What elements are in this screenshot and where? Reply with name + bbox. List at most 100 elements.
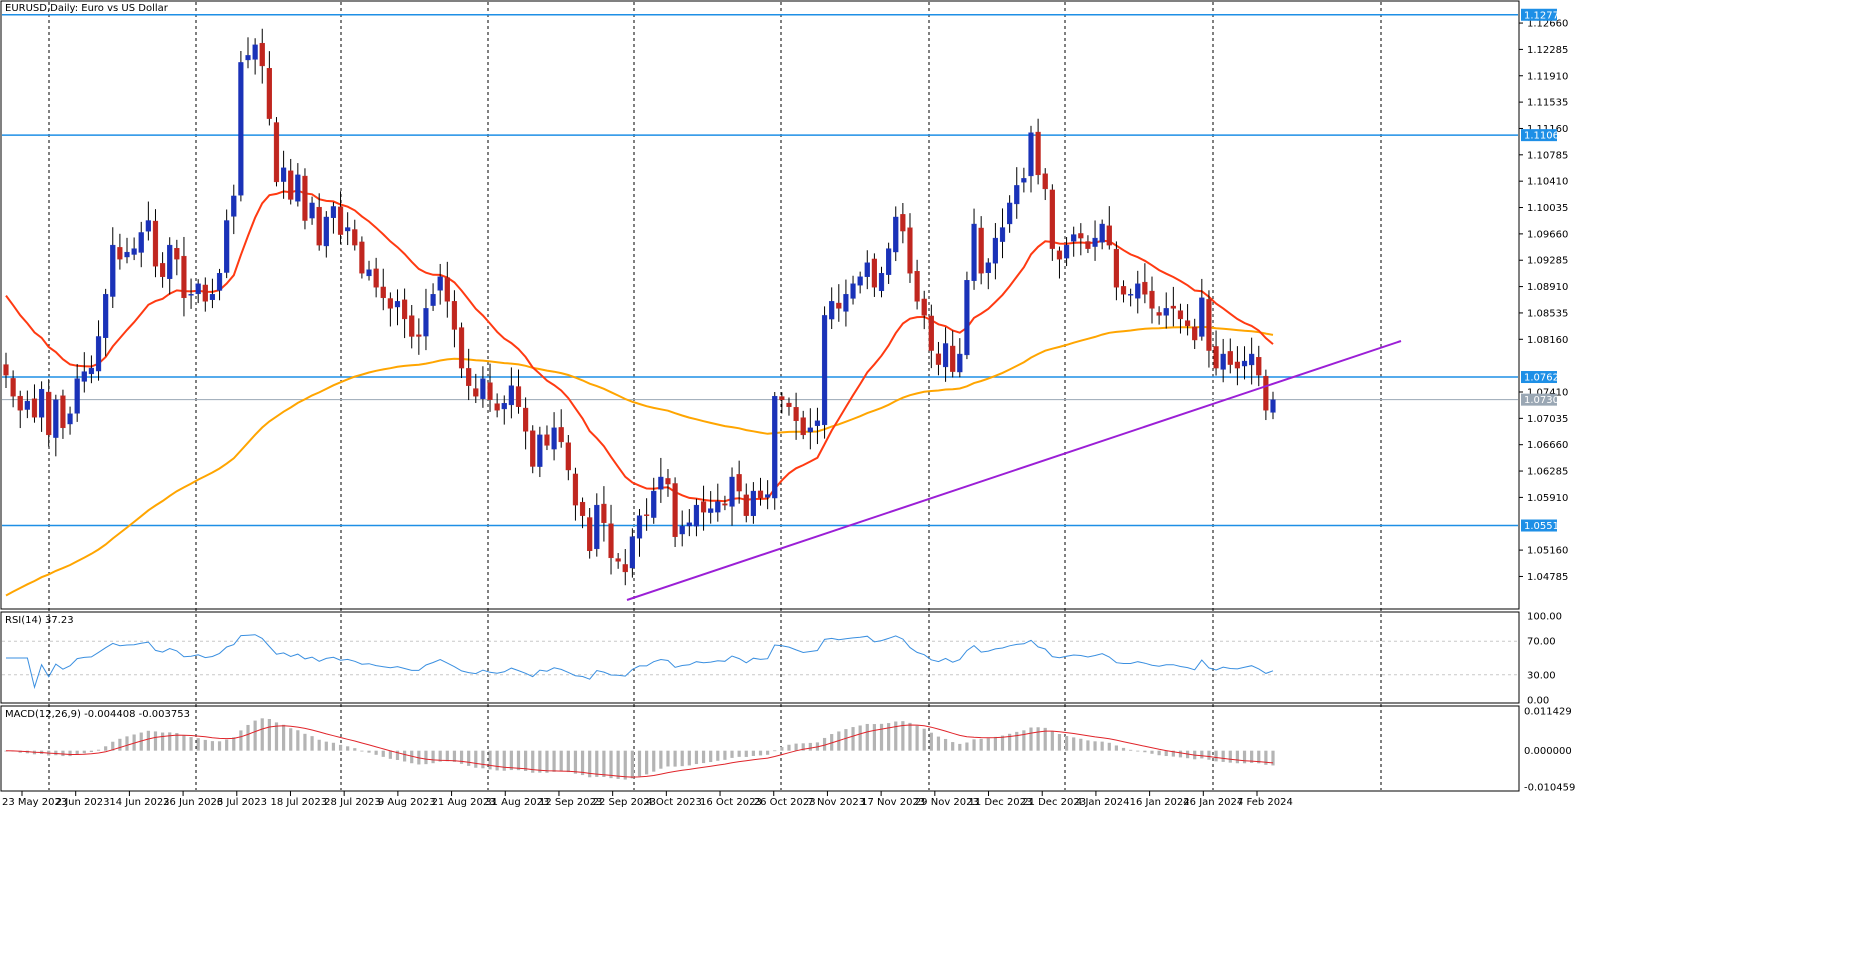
candle-body: [928, 315, 934, 351]
macd-histogram-bar: [766, 750, 770, 755]
candle-body: [786, 402, 792, 407]
macd-histogram-bar: [1100, 741, 1104, 751]
candle-body: [1249, 353, 1255, 366]
candle-body: [1184, 320, 1191, 327]
macd-histogram-bar: [887, 723, 891, 751]
candle-body: [167, 244, 173, 279]
macd-histogram-bar: [68, 750, 72, 757]
macd-histogram-bar: [1250, 750, 1254, 763]
moving-averages: [5, 189, 1274, 597]
macd-histogram-bar: [488, 750, 492, 770]
candle-body: [907, 227, 913, 274]
candle-body: [601, 503, 607, 523]
macd-histogram-bar: [160, 732, 165, 751]
price-badge-1.12778: [1521, 8, 1557, 21]
candle-body: [402, 299, 408, 320]
macd-histogram-bar: [1022, 730, 1026, 751]
macd-histogram-bar: [1015, 731, 1019, 751]
time-tick-label: 14 Jun 2023: [109, 797, 169, 808]
macd-histogram-bar: [139, 732, 143, 751]
rsi-label: RSI(14) 37.23: [5, 615, 74, 626]
macd-histogram-bar: [609, 750, 613, 779]
candle-body: [281, 167, 287, 182]
macd-histogram-bar: [331, 742, 336, 751]
macd-histogram-bar: [780, 747, 784, 751]
time-tick-label: 4 Oct 2023: [646, 797, 701, 808]
candle-body: [17, 395, 23, 411]
macd-histogram-bar: [1178, 750, 1183, 758]
ascending-trendline: [626, 340, 1402, 601]
candle-body: [793, 407, 799, 422]
macd-histogram-bar: [239, 730, 243, 751]
candle-body: [665, 478, 671, 485]
time-tick-label: 6 Jul 2023: [217, 797, 267, 808]
main-price-pane[interactable]: [0, 0, 1520, 610]
candle-body: [416, 334, 422, 337]
macd-histogram-bar: [851, 727, 855, 751]
candle-body: [295, 174, 301, 202]
macd-histogram-bar: [146, 730, 150, 751]
price-tick-label: 1.09285: [1527, 256, 1568, 267]
candle-body: [159, 263, 166, 277]
macd-histogram-bar: [1029, 727, 1033, 751]
time-tick-label: 11 Dec 2023: [969, 797, 1033, 808]
time-tick-label: 21 Dec 2023: [1022, 797, 1086, 808]
macd-histogram-bar: [1235, 750, 1240, 764]
candle-body: [245, 55, 251, 61]
candle-body: [259, 42, 265, 67]
time-tick-label: 16 Jan 2024: [1130, 797, 1190, 808]
candle-body: [964, 280, 970, 356]
macd-histogram-bar: [709, 750, 713, 763]
price-tick-label: 1.09660: [1527, 229, 1568, 240]
macd-histogram-bar: [388, 750, 392, 759]
macd-histogram-bar: [801, 743, 805, 751]
candle-body: [430, 294, 436, 306]
candle-body: [985, 262, 991, 274]
macd-histogram-bar: [595, 750, 599, 777]
candle-body: [1042, 173, 1048, 190]
candle-body: [252, 44, 258, 60]
candle-body: [1206, 299, 1212, 351]
candle-body: [380, 286, 386, 299]
candle-body: [871, 258, 877, 288]
candle-body: [174, 248, 180, 260]
candle-body: [337, 206, 344, 235]
price-tick-label: 1.04785: [1527, 572, 1568, 583]
macd-histogram-bar: [118, 738, 122, 751]
macd-histogram-bar: [538, 750, 542, 773]
macd-histogram-bar: [495, 750, 499, 771]
rsi-pane[interactable]: [0, 611, 1520, 704]
macd-pane[interactable]: [0, 705, 1520, 792]
candle-body: [779, 396, 785, 400]
rsi-tick-label: 100.00: [1527, 612, 1562, 623]
macd-histogram-bar: [260, 718, 264, 751]
price-tick-label: 1.12285: [1527, 45, 1568, 56]
candle-body: [1049, 189, 1055, 249]
macd-histogram-bar: [1086, 740, 1090, 751]
macd-histogram-bar: [580, 750, 585, 776]
candle-body: [693, 504, 700, 527]
time-tick-label: 28 Jul 2023: [324, 797, 381, 808]
macd-histogram-bar: [54, 750, 58, 756]
price-tick-label: 1.12660: [1527, 19, 1568, 30]
candle-body: [409, 315, 415, 337]
macd-histogram-bar: [1221, 750, 1225, 762]
macd-histogram-bar: [1057, 734, 1062, 751]
macd-histogram-bar: [1171, 750, 1175, 757]
time-tick-label: 26 Jan 2024: [1183, 797, 1243, 808]
candle-body: [836, 302, 842, 309]
candle-body: [629, 536, 635, 569]
candle-body: [152, 220, 159, 267]
macd-histogram-bar: [104, 746, 108, 751]
candle-body: [480, 378, 486, 399]
macd-histogram-bar: [153, 731, 158, 751]
rsi-line: [6, 634, 1274, 690]
candle-body: [231, 195, 237, 217]
candle-body: [1142, 281, 1148, 295]
candle-body: [594, 504, 600, 550]
candle-body: [757, 490, 764, 499]
candle-body: [878, 273, 885, 292]
time-tick-label: 7 Feb 2024: [1237, 797, 1293, 808]
